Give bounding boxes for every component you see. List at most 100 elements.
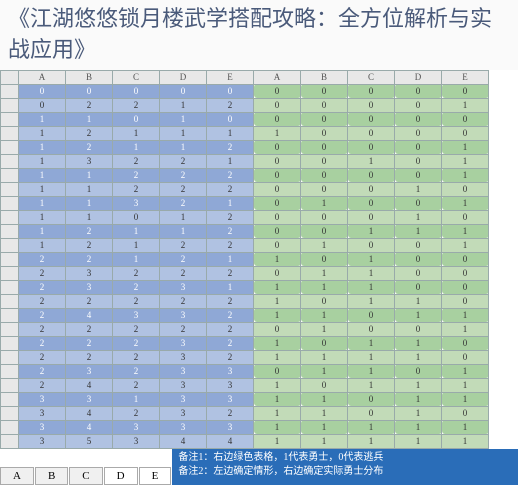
data-cell[interactable]: 0 xyxy=(395,196,442,210)
data-cell[interactable]: 4 xyxy=(66,308,113,322)
data-cell[interactable]: 0 xyxy=(254,364,301,378)
data-cell[interactable]: 3 xyxy=(66,154,113,168)
data-cell[interactable]: 3 xyxy=(207,392,254,406)
data-cell[interactable]: 0 xyxy=(301,336,348,350)
data-cell[interactable]: 2 xyxy=(113,322,160,336)
data-cell[interactable]: 3 xyxy=(160,308,207,322)
data-cell[interactable]: 1 xyxy=(160,140,207,154)
col-header[interactable]: B xyxy=(301,70,348,84)
data-cell[interactable]: 2 xyxy=(66,224,113,238)
data-cell[interactable]: 0 xyxy=(348,140,395,154)
data-cell[interactable]: 0 xyxy=(348,112,395,126)
data-cell[interactable]: 3 xyxy=(113,196,160,210)
data-cell[interactable]: 0 xyxy=(254,182,301,196)
data-cell[interactable]: 0 xyxy=(348,168,395,182)
data-cell[interactable]: 3 xyxy=(113,308,160,322)
data-cell[interactable]: 1 xyxy=(395,210,442,224)
data-cell[interactable]: 2 xyxy=(19,308,66,322)
data-cell[interactable]: 1 xyxy=(395,434,442,448)
data-cell[interactable]: 0 xyxy=(395,112,442,126)
data-cell[interactable]: 2 xyxy=(160,252,207,266)
data-cell[interactable]: 0 xyxy=(395,238,442,252)
data-cell[interactable]: 1 xyxy=(348,420,395,434)
row-header[interactable] xyxy=(1,434,19,448)
data-cell[interactable]: 0 xyxy=(113,84,160,98)
data-cell[interactable]: 2 xyxy=(113,154,160,168)
data-cell[interactable]: 1 xyxy=(19,112,66,126)
data-cell[interactable]: 2 xyxy=(207,322,254,336)
data-cell[interactable]: 2 xyxy=(113,364,160,378)
data-cell[interactable]: 3 xyxy=(19,406,66,420)
data-cell[interactable]: 0 xyxy=(301,210,348,224)
data-cell[interactable]: 2 xyxy=(207,140,254,154)
data-cell[interactable]: 2 xyxy=(207,98,254,112)
data-cell[interactable]: 3 xyxy=(19,420,66,434)
data-cell[interactable]: 2 xyxy=(19,252,66,266)
data-cell[interactable]: 0 xyxy=(348,308,395,322)
data-cell[interactable]: 0 xyxy=(395,364,442,378)
data-cell[interactable]: 2 xyxy=(207,182,254,196)
data-cell[interactable]: 1 xyxy=(301,364,348,378)
data-cell[interactable]: 1 xyxy=(66,182,113,196)
data-cell[interactable]: 3 xyxy=(160,364,207,378)
data-cell[interactable]: 1 xyxy=(301,266,348,280)
data-cell[interactable]: 1 xyxy=(395,406,442,420)
data-cell[interactable]: 1 xyxy=(254,252,301,266)
data-cell[interactable]: 2 xyxy=(66,294,113,308)
data-cell[interactable]: 2 xyxy=(113,266,160,280)
data-cell[interactable]: 1 xyxy=(254,280,301,294)
data-cell[interactable]: 0 xyxy=(113,112,160,126)
data-cell[interactable]: 0 xyxy=(254,168,301,182)
row-header[interactable] xyxy=(1,238,19,252)
data-cell[interactable]: 1 xyxy=(254,350,301,364)
col-header[interactable]: C xyxy=(348,70,395,84)
row-header[interactable] xyxy=(1,224,19,238)
data-cell[interactable]: 2 xyxy=(207,238,254,252)
data-cell[interactable]: 1 xyxy=(19,238,66,252)
row-header[interactable] xyxy=(1,210,19,224)
data-cell[interactable]: 1 xyxy=(254,392,301,406)
data-cell[interactable]: 0 xyxy=(442,84,489,98)
data-cell[interactable]: 2 xyxy=(19,364,66,378)
data-cell[interactable]: 1 xyxy=(254,378,301,392)
data-cell[interactable]: 1 xyxy=(19,126,66,140)
data-cell[interactable]: 1 xyxy=(160,98,207,112)
data-cell[interactable]: 0 xyxy=(301,224,348,238)
data-cell[interactable]: 1 xyxy=(19,182,66,196)
data-cell[interactable]: 0 xyxy=(395,280,442,294)
data-cell[interactable]: 1 xyxy=(395,182,442,196)
data-cell[interactable]: 2 xyxy=(160,294,207,308)
data-cell[interactable]: 1 xyxy=(348,224,395,238)
data-cell[interactable]: 1 xyxy=(395,308,442,322)
col-tab-c[interactable]: C xyxy=(69,467,102,485)
data-cell[interactable]: 2 xyxy=(207,336,254,350)
col-header[interactable]: A xyxy=(19,70,66,84)
data-cell[interactable]: 1 xyxy=(19,196,66,210)
data-cell[interactable]: 1 xyxy=(160,112,207,126)
data-cell[interactable]: 0 xyxy=(442,126,489,140)
data-cell[interactable]: 1 xyxy=(301,196,348,210)
data-cell[interactable]: 4 xyxy=(66,420,113,434)
data-cell[interactable]: 1 xyxy=(66,196,113,210)
data-cell[interactable]: 2 xyxy=(207,168,254,182)
data-cell[interactable]: 1 xyxy=(19,224,66,238)
data-cell[interactable]: 1 xyxy=(254,336,301,350)
data-cell[interactable]: 3 xyxy=(160,336,207,350)
data-cell[interactable]: 1 xyxy=(442,224,489,238)
data-cell[interactable]: 0 xyxy=(301,112,348,126)
data-cell[interactable]: 1 xyxy=(348,336,395,350)
data-cell[interactable]: 0 xyxy=(348,406,395,420)
data-cell[interactable]: 3 xyxy=(66,266,113,280)
data-cell[interactable]: 2 xyxy=(19,294,66,308)
data-cell[interactable]: 1 xyxy=(301,434,348,448)
data-cell[interactable]: 3 xyxy=(207,364,254,378)
data-cell[interactable]: 0 xyxy=(254,98,301,112)
data-cell[interactable]: 2 xyxy=(113,378,160,392)
data-cell[interactable]: 1 xyxy=(160,210,207,224)
data-cell[interactable]: 1 xyxy=(395,420,442,434)
data-cell[interactable]: 4 xyxy=(66,406,113,420)
row-header[interactable] xyxy=(1,84,19,98)
data-cell[interactable]: 1 xyxy=(254,420,301,434)
data-cell[interactable]: 1 xyxy=(442,196,489,210)
data-cell[interactable]: 2 xyxy=(66,98,113,112)
